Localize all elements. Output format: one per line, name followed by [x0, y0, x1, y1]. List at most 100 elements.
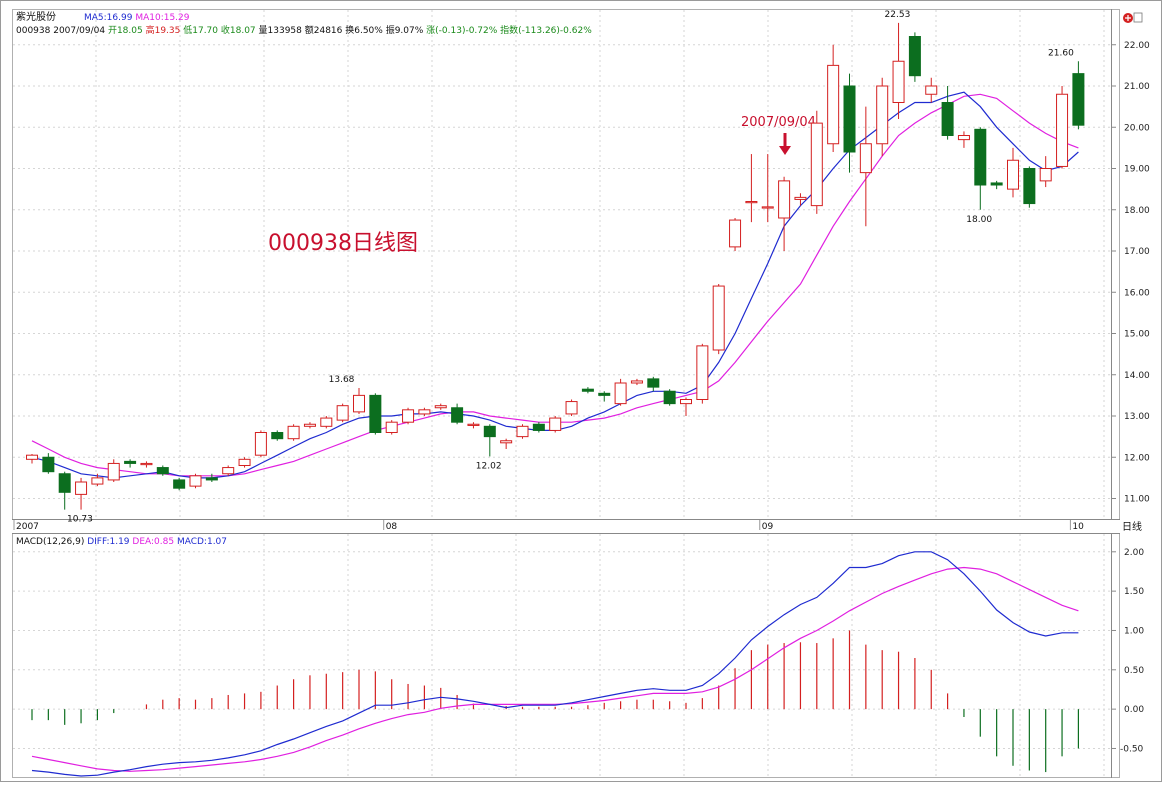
candle-body	[42, 456, 55, 473]
legend-item: 涨(-0.13)-0.72%	[423, 25, 497, 36]
down-candle	[1023, 166, 1036, 208]
date-label: 10	[1072, 522, 1084, 532]
period-label[interactable]: 日线	[1122, 520, 1142, 533]
down-candle	[124, 459, 137, 468]
macd-tick-label: 1.00	[1124, 626, 1144, 636]
down-candle	[532, 422, 545, 433]
candle-body	[336, 405, 349, 421]
candle-body	[254, 432, 267, 456]
candle-body	[680, 399, 692, 405]
candle-body	[827, 64, 840, 145]
down-candle	[1072, 61, 1085, 130]
price-tick-label: 12.00	[1124, 453, 1150, 463]
legend-item: MACD:1.07	[174, 537, 227, 547]
down-candle	[647, 376, 660, 392]
legend-item: 指数(-113.26)-0.62%	[497, 24, 592, 36]
up-candle	[745, 154, 758, 223]
candle-body	[745, 201, 758, 204]
macd-panel	[12, 533, 1120, 778]
legend-item: 额24816	[302, 24, 343, 36]
up-candle	[549, 416, 562, 433]
up-candle	[91, 473, 104, 487]
down-candle	[974, 127, 987, 210]
candle-body	[1039, 168, 1052, 182]
candle-body	[630, 380, 643, 384]
up-candle	[189, 473, 202, 489]
legend-item: DIFF:1.19	[84, 537, 129, 547]
candle-body	[990, 182, 1003, 186]
legend-item: 高19.35	[143, 24, 181, 36]
candle-body	[908, 36, 921, 77]
up-candle	[287, 424, 300, 441]
up-candle	[222, 465, 235, 476]
price-tick-label: 16.00	[1124, 288, 1150, 298]
candle-body	[107, 462, 120, 481]
candle-body	[1007, 159, 1019, 190]
stock-name: 紫光股份	[16, 10, 56, 23]
up-candle	[614, 378, 627, 406]
settings-icon[interactable]	[1123, 12, 1143, 23]
candle-body	[647, 378, 660, 388]
down-candle	[483, 424, 496, 457]
legend-item: DEA:0.85	[130, 537, 175, 547]
candle-body	[565, 401, 578, 415]
price-tick-label: 20.00	[1124, 123, 1150, 133]
candle-body	[402, 409, 415, 423]
up-candle	[892, 22, 905, 119]
up-candle	[778, 176, 791, 251]
up-candle	[303, 422, 316, 429]
candle-body	[287, 425, 300, 440]
up-candle	[238, 457, 251, 468]
price-extreme-label: 22.53	[885, 10, 911, 20]
up-candle	[827, 44, 840, 152]
candle-body	[941, 102, 954, 136]
down-candle	[598, 391, 611, 402]
down-candle	[271, 430, 284, 441]
price-extreme-label: 18.00	[966, 215, 992, 225]
candle-body	[271, 432, 284, 440]
up-candle	[500, 438, 513, 449]
candle-body	[222, 467, 235, 475]
date-label: 08	[386, 522, 398, 532]
up-candle	[1039, 156, 1052, 188]
up-candle	[810, 110, 823, 214]
candle-body	[75, 481, 88, 495]
candle-body	[189, 475, 202, 487]
macd-legend: MACD(12,26,9) DIFF:1.19 DEA:0.85 MACD:1.…	[16, 537, 227, 547]
ma-legend: MA5:16.99 MA10:15.29	[84, 13, 190, 23]
candle-body	[696, 345, 709, 400]
candle-body	[549, 417, 562, 431]
legend-item: 低17.70	[180, 24, 218, 36]
up-candle	[680, 397, 692, 416]
down-candle	[581, 387, 594, 394]
price-yaxis: 11.00 12.00 13.00 14.00 15.00 16.00 17.00 18.00…	[1111, 41, 1150, 505]
macd-tick-label: 0.00	[1124, 705, 1144, 715]
macd-yaxis: 2.00 1.50 1.00 0.50 0.00 -0.50	[1111, 548, 1144, 754]
up-candle	[630, 378, 643, 386]
candle-body	[156, 467, 169, 475]
up-candle	[254, 430, 267, 458]
candle-body	[974, 128, 987, 186]
legend-item: 量133958	[256, 25, 302, 36]
legend-item: 000938 2007/09/04	[16, 26, 105, 36]
candle-body	[663, 390, 676, 405]
date-label: 2007	[16, 522, 39, 532]
up-candle	[26, 453, 38, 464]
candle-body	[892, 60, 905, 103]
candle-body	[794, 196, 807, 200]
candle-body	[500, 440, 513, 444]
down-candle	[369, 393, 382, 435]
up-candle	[467, 422, 480, 429]
candle-body	[205, 477, 218, 481]
up-candle	[107, 459, 120, 482]
down-candle	[843, 73, 856, 173]
up-candle	[418, 407, 431, 416]
down-candle	[205, 473, 218, 482]
candle-body	[614, 382, 627, 405]
up-candle	[402, 407, 415, 425]
gridlines	[13, 10, 1111, 777]
price-extreme-label: 13.68	[329, 375, 355, 385]
up-candle	[336, 403, 349, 423]
